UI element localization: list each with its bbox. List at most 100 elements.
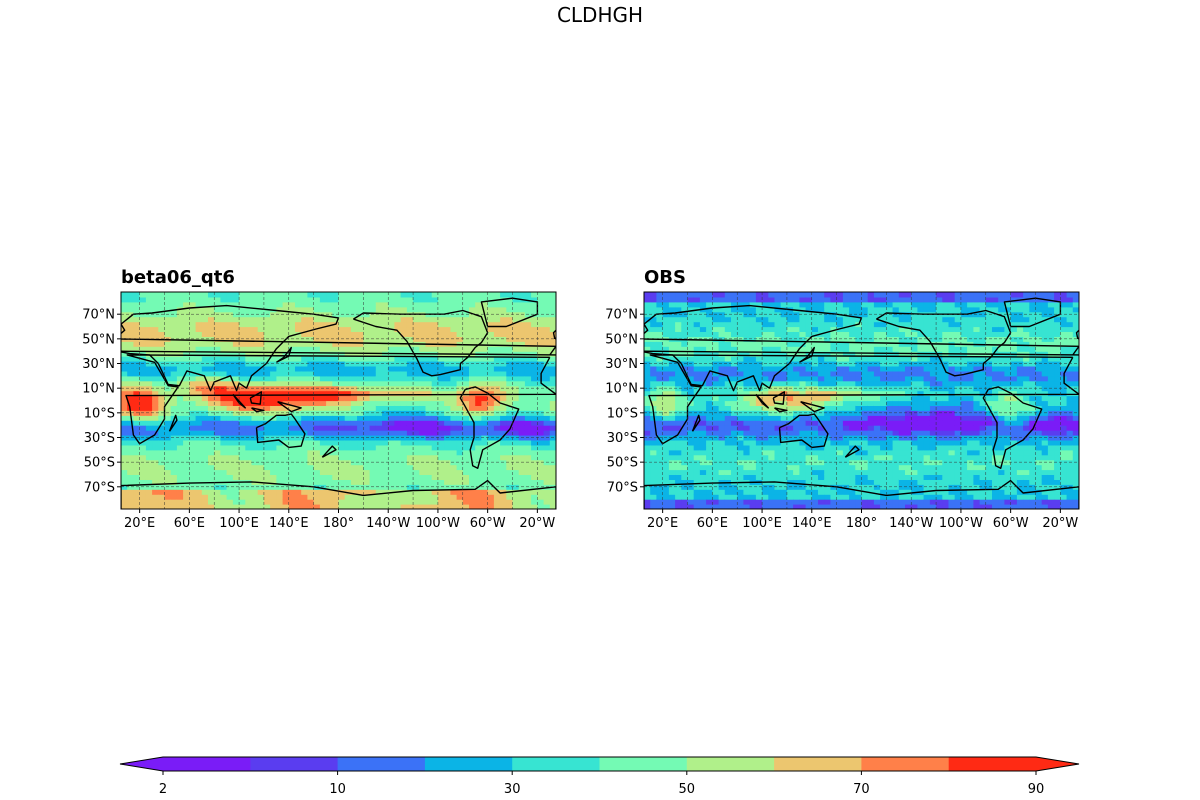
field-cell [724,306,732,313]
field-cell [892,489,900,495]
field-cell [301,316,308,323]
field-cell [500,449,507,456]
field-cell [270,390,277,397]
field-cell [245,415,253,421]
field-cell [319,435,327,441]
field-cell [338,449,346,456]
field-cell [481,331,489,337]
field-cell [257,440,265,446]
field-cell [662,366,670,372]
field-cell [668,504,676,509]
coastline [480,297,539,328]
field-cell [214,380,221,387]
field-cell [437,331,445,337]
field-cell [139,469,147,475]
field-cell [749,425,757,431]
field-cell [251,444,259,451]
field-cell [413,489,420,495]
field-cell [644,454,651,461]
field-cell [524,444,532,451]
field-cell [313,390,321,397]
field-cell [270,459,277,466]
field-cell [644,296,651,303]
field-cell [668,430,676,436]
field-cell [749,321,757,328]
field-cell [818,351,825,357]
field-cell [176,479,184,485]
field-cell [811,351,819,357]
field-cell [158,380,166,387]
field-cell [462,494,470,500]
field-cell [251,375,259,382]
field-cell [524,366,532,372]
field-cell [226,380,234,387]
field-cell [406,395,414,402]
field-cell [768,306,776,313]
field-cell [431,504,439,509]
field-cell [456,494,464,500]
field-cell [400,296,408,303]
field-cell [699,415,707,421]
field-cell [518,375,526,382]
field-cell [668,292,676,298]
field-cell [650,464,657,471]
field-cell [880,346,887,352]
field-cell [774,440,782,446]
field-cell [313,449,321,456]
field-cell [462,469,470,475]
field-cell [251,459,259,466]
field-cell [805,311,813,318]
field-cell [780,301,788,308]
field-cell [251,351,259,357]
field-cell [226,292,234,298]
field-cell [737,351,744,357]
field-cell [656,296,664,303]
field-cell [350,346,358,352]
field-cell [226,351,234,357]
field-cell [743,504,751,509]
field-cell [731,390,738,397]
field-cell [493,430,501,436]
field-cell [326,499,333,505]
field-cell [201,331,209,337]
field-cell [537,494,545,500]
field-cell [886,400,894,406]
field-cell [668,494,676,500]
field-cell [288,449,296,456]
field-cell [861,316,869,323]
field-cell [531,326,538,332]
field-cell [382,336,389,342]
field-cell [549,435,556,441]
field-cell [731,459,738,466]
field-cell [506,375,514,382]
field-cell [145,301,153,308]
field-cell [375,316,383,323]
field-cell [145,292,153,298]
field-cell [481,489,489,495]
field-cell [419,400,427,406]
field-cell [543,296,551,303]
field-cell [288,454,296,461]
field-cell [350,370,358,377]
field-cell [487,321,495,328]
field-cell [208,326,215,332]
field-cell [469,336,476,342]
field-cell [214,474,221,480]
field-cell [251,321,259,328]
field-cell [650,370,657,377]
field-cell [313,444,321,451]
field-cell [375,464,383,471]
field-cell [693,504,701,509]
field-cell [425,444,433,451]
field-cell [394,469,402,475]
field-cell [375,375,383,382]
field-cell [699,375,707,382]
field-cell [512,420,520,426]
field-cell [687,375,695,382]
field-cell [699,405,707,411]
field-cell [350,410,358,416]
field-cell [394,301,402,308]
field-cell [644,316,651,323]
field-cell [512,415,520,421]
field-cell [450,301,458,308]
